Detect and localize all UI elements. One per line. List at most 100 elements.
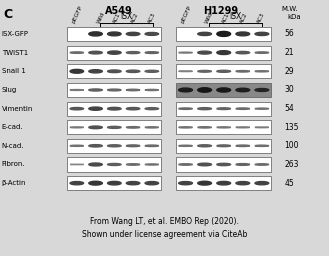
Ellipse shape: [89, 51, 102, 54]
Text: ISX: ISX: [120, 12, 133, 21]
Ellipse shape: [89, 126, 102, 129]
Ellipse shape: [236, 127, 250, 128]
Ellipse shape: [145, 33, 159, 35]
Ellipse shape: [145, 108, 159, 110]
Text: AC2: AC2: [239, 12, 248, 24]
Ellipse shape: [179, 52, 192, 53]
Ellipse shape: [236, 51, 250, 54]
Ellipse shape: [179, 127, 192, 128]
Text: TWIST1: TWIST1: [2, 50, 28, 56]
Ellipse shape: [126, 164, 140, 165]
Ellipse shape: [255, 164, 269, 165]
Ellipse shape: [198, 88, 212, 92]
FancyBboxPatch shape: [176, 120, 271, 134]
Text: AC3: AC3: [256, 12, 266, 24]
FancyBboxPatch shape: [176, 139, 271, 153]
Text: Wild: Wild: [96, 11, 106, 24]
Text: A549: A549: [105, 6, 132, 16]
Text: Shown under license agreement via CiteAb: Shown under license agreement via CiteAb: [82, 230, 247, 239]
Ellipse shape: [89, 107, 102, 110]
Text: 54: 54: [285, 104, 294, 113]
Ellipse shape: [108, 70, 121, 73]
Ellipse shape: [108, 145, 121, 147]
Text: AC3: AC3: [147, 12, 157, 24]
Ellipse shape: [198, 127, 212, 128]
Text: 135: 135: [285, 123, 299, 132]
Ellipse shape: [145, 164, 159, 165]
Ellipse shape: [217, 145, 231, 147]
Ellipse shape: [70, 127, 84, 128]
Ellipse shape: [126, 89, 140, 91]
Ellipse shape: [255, 32, 269, 36]
Text: AC1: AC1: [112, 12, 122, 24]
Text: 56: 56: [285, 29, 294, 38]
Ellipse shape: [217, 163, 231, 166]
Ellipse shape: [179, 182, 192, 185]
Ellipse shape: [236, 32, 250, 36]
Text: H1299: H1299: [203, 6, 238, 16]
Text: Fibron.: Fibron.: [2, 162, 25, 167]
Ellipse shape: [179, 164, 192, 165]
Ellipse shape: [89, 32, 102, 36]
Ellipse shape: [89, 163, 102, 166]
Ellipse shape: [198, 181, 212, 185]
Ellipse shape: [126, 32, 140, 36]
Ellipse shape: [255, 108, 269, 109]
FancyBboxPatch shape: [67, 102, 161, 116]
Ellipse shape: [198, 70, 212, 72]
Ellipse shape: [217, 70, 231, 72]
Text: AC2: AC2: [130, 12, 140, 24]
Ellipse shape: [179, 88, 192, 92]
Ellipse shape: [198, 145, 212, 147]
Ellipse shape: [70, 164, 84, 165]
Ellipse shape: [217, 127, 231, 128]
Ellipse shape: [255, 89, 269, 91]
Ellipse shape: [255, 182, 269, 185]
Ellipse shape: [198, 32, 212, 36]
Text: pEGFP: pEGFP: [71, 5, 84, 24]
FancyBboxPatch shape: [176, 64, 271, 78]
Ellipse shape: [236, 71, 250, 72]
Ellipse shape: [108, 32, 121, 36]
Ellipse shape: [70, 145, 84, 146]
Text: C: C: [3, 8, 13, 21]
Ellipse shape: [89, 145, 102, 147]
Ellipse shape: [145, 89, 159, 91]
Text: Slug: Slug: [2, 87, 17, 93]
Text: 45: 45: [285, 179, 294, 188]
Ellipse shape: [89, 89, 102, 91]
Text: E-cad.: E-cad.: [2, 124, 23, 130]
Ellipse shape: [236, 145, 250, 146]
Ellipse shape: [198, 51, 212, 54]
FancyBboxPatch shape: [176, 27, 271, 41]
FancyBboxPatch shape: [67, 176, 161, 190]
Ellipse shape: [236, 108, 250, 109]
FancyBboxPatch shape: [176, 102, 271, 116]
FancyBboxPatch shape: [176, 176, 271, 190]
Ellipse shape: [108, 182, 121, 185]
Ellipse shape: [198, 108, 212, 110]
Ellipse shape: [236, 164, 250, 165]
Ellipse shape: [179, 145, 192, 146]
Ellipse shape: [126, 51, 140, 54]
Text: 263: 263: [285, 160, 299, 169]
Ellipse shape: [70, 69, 84, 73]
Ellipse shape: [217, 108, 231, 110]
Ellipse shape: [145, 70, 159, 72]
Text: N-cad.: N-cad.: [2, 143, 24, 149]
FancyBboxPatch shape: [67, 139, 161, 153]
Ellipse shape: [145, 182, 159, 185]
Ellipse shape: [255, 127, 269, 128]
FancyBboxPatch shape: [67, 120, 161, 134]
Text: 21: 21: [285, 48, 294, 57]
Ellipse shape: [70, 52, 84, 53]
FancyBboxPatch shape: [67, 83, 161, 97]
Text: ISX: ISX: [229, 12, 241, 21]
Ellipse shape: [255, 71, 269, 72]
Text: pEGFP: pEGFP: [180, 5, 192, 24]
Ellipse shape: [179, 71, 192, 72]
Text: Vimentin: Vimentin: [2, 106, 33, 112]
Ellipse shape: [108, 51, 121, 54]
Ellipse shape: [198, 163, 212, 166]
FancyBboxPatch shape: [176, 46, 271, 60]
